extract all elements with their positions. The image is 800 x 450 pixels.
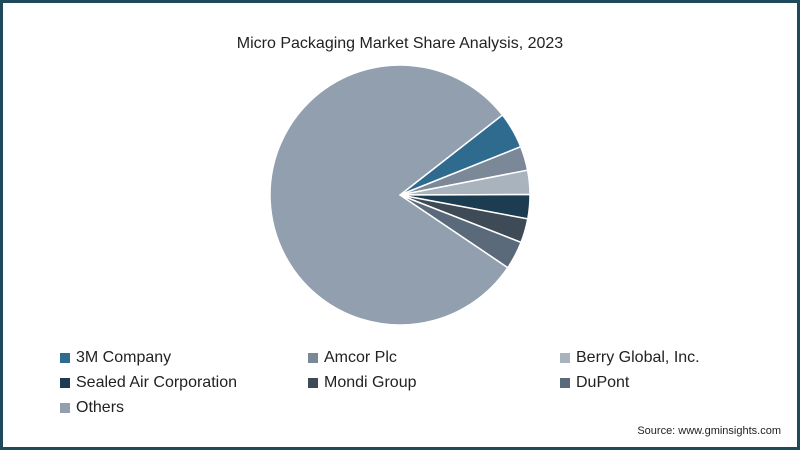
legend-label: Others	[76, 399, 125, 416]
legend-item: Sealed Air Corporation	[60, 374, 237, 392]
legend-swatch	[60, 353, 70, 363]
legend-label: Amcor Plc	[324, 349, 397, 366]
legend-label: Mondi Group	[324, 374, 417, 391]
pie-slice-others	[269, 64, 509, 326]
legend-item: Others	[60, 399, 124, 417]
legend-swatch	[560, 353, 570, 363]
legend-swatch	[60, 403, 70, 413]
source-note: Source: www.gminsights.com	[637, 425, 781, 437]
legend-label: Sealed Air Corporation	[76, 374, 237, 391]
legend-swatch	[308, 378, 318, 388]
legend-label: 3M Company	[76, 349, 172, 366]
legend-swatch	[308, 353, 318, 363]
legend-item: 3M Company	[60, 349, 171, 367]
pie-chart	[269, 64, 531, 326]
legend-swatch	[60, 378, 70, 388]
legend-item: Amcor Plc	[308, 349, 397, 367]
legend-item: Mondi Group	[308, 374, 417, 392]
legend-item: Berry Global, Inc.	[560, 349, 700, 367]
legend-label: DuPont	[576, 374, 630, 391]
legend-swatch	[560, 378, 570, 388]
legend-item: DuPont	[560, 374, 629, 392]
legend-label: Berry Global, Inc.	[576, 349, 700, 366]
chart-title: Micro Packaging Market Share Analysis, 2…	[236, 35, 564, 52]
